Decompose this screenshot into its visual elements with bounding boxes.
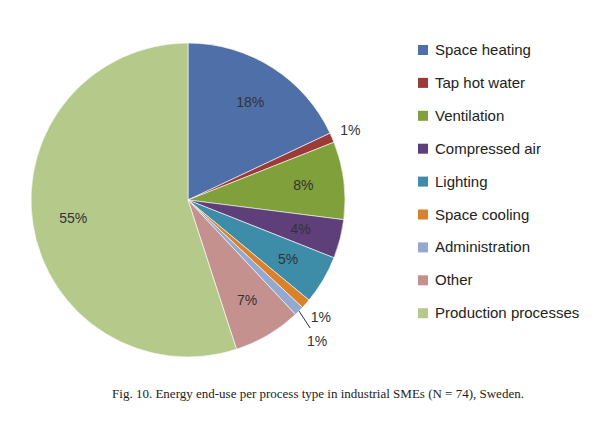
leader-line: [299, 311, 310, 328]
legend-swatch: [418, 45, 428, 55]
legend-label: Space heating: [435, 41, 531, 58]
data-label: 18%: [236, 94, 264, 110]
legend-swatch: [418, 275, 428, 285]
legend-label: Tap hot water: [435, 74, 525, 91]
data-label: 1%: [307, 333, 327, 349]
data-label: 5%: [278, 251, 298, 267]
legend: Space heating Tap hot water Ventilation Com…: [418, 41, 579, 321]
legend-label: Space cooling: [435, 206, 529, 223]
legend-swatch: [418, 308, 428, 318]
pie-slice: [31, 43, 237, 357]
chart: 18% 1% 8% 4% 5% 1% 1% 7% 55% Space heating Tap hot…: [0, 0, 613, 421]
legend-swatch: [418, 78, 428, 88]
legend-swatch: [418, 242, 428, 252]
data-label: 55%: [59, 210, 87, 226]
caption: Fig. 10. Energy end-use per process type…: [112, 386, 524, 401]
data-label: 4%: [290, 221, 310, 237]
legend-label: Production processes: [435, 304, 579, 321]
data-label: 8%: [293, 177, 313, 193]
legend-swatch: [418, 177, 428, 187]
slices: [31, 43, 345, 357]
legend-label: Other: [435, 271, 473, 288]
chart-container: 18% 1% 8% 4% 5% 1% 1% 7% 55% Space heating Tap hot…: [0, 0, 613, 421]
legend-label: Compressed air: [435, 140, 541, 157]
data-label: 7%: [237, 292, 257, 308]
legend-swatch: [418, 111, 428, 121]
legend-label: Ventilation: [435, 107, 504, 124]
legend-swatch: [418, 210, 428, 220]
legend-label: Lighting: [435, 173, 488, 190]
legend-label: Administration: [435, 238, 530, 255]
legend-swatch: [418, 144, 428, 154]
data-label: 1%: [311, 309, 331, 325]
data-label: 1%: [340, 122, 360, 138]
data-labels: 18% 1% 8% 4% 5% 1% 1% 7% 55%: [59, 94, 360, 349]
